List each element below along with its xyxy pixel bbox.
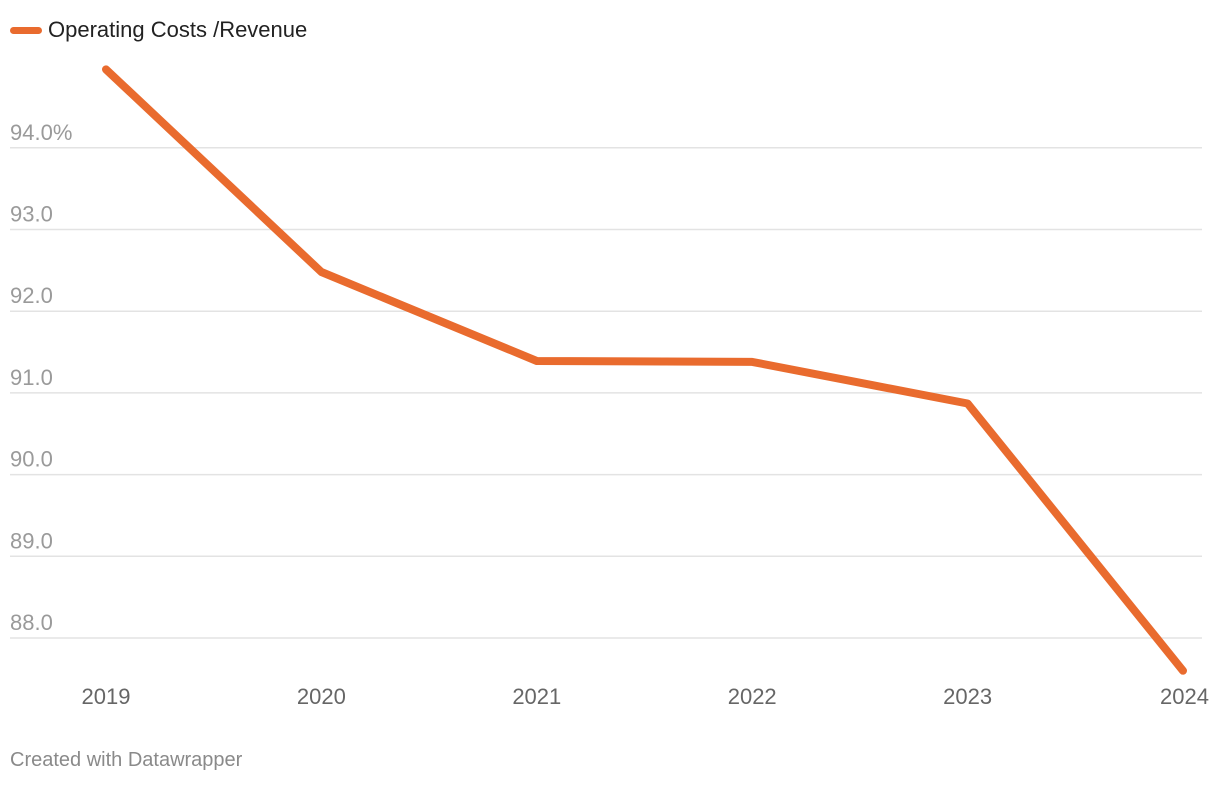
legend: Operating Costs /Revenue xyxy=(10,16,307,44)
x-tick-label: 2020 xyxy=(297,684,346,709)
y-tick-label: 93.0 xyxy=(10,202,53,227)
grid-layer xyxy=(10,147,1202,639)
series-layer xyxy=(102,65,1187,675)
y-tick-label: 89.0 xyxy=(10,528,53,553)
x-tick-label: 2022 xyxy=(728,684,777,709)
y-tick-label: 92.0 xyxy=(10,283,53,308)
x-tick-label: 2023 xyxy=(943,684,992,709)
y-axis-ticks: 88.0 89.0 90.0 91.0 92.0 93.0 94.0% xyxy=(10,120,72,635)
y-tick-label: 94.0% xyxy=(10,120,72,145)
x-axis-ticks: 2019 2020 2021 2022 2023 2024 xyxy=(82,684,1209,709)
credit-footer: Created with Datawrapper xyxy=(10,749,243,771)
series-line xyxy=(102,65,1187,675)
legend-swatch xyxy=(10,26,42,34)
legend-label: Operating Costs /Revenue xyxy=(48,17,308,42)
y-tick-label: 90.0 xyxy=(10,447,53,472)
x-tick-label: 2024 xyxy=(1160,684,1209,709)
y-tick-label: 91.0 xyxy=(10,365,53,390)
x-tick-label: 2019 xyxy=(82,684,131,709)
x-tick-label: 2021 xyxy=(512,684,561,709)
y-tick-label: 88.0 xyxy=(10,610,53,635)
